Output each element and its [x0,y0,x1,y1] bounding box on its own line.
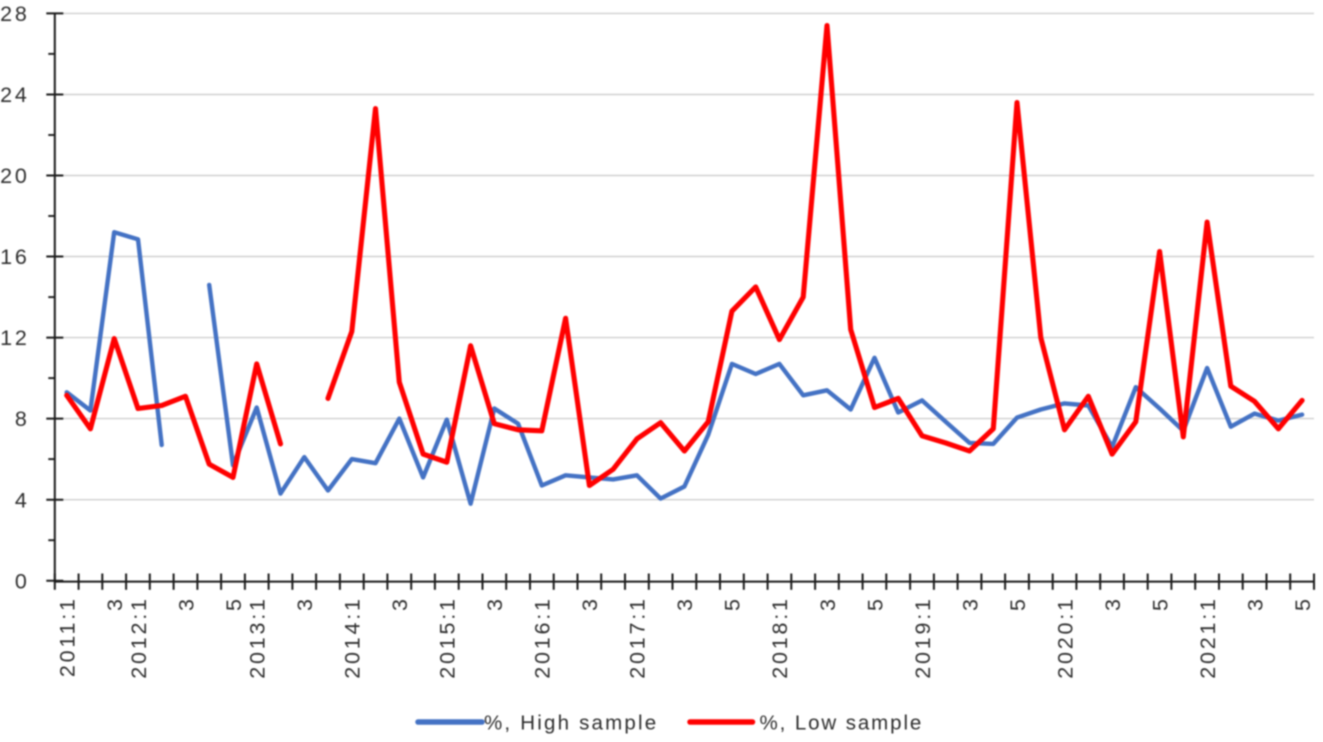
svg-text:2017:1: 2017:1 [626,596,650,679]
svg-text:3: 3 [103,596,127,611]
svg-text:2019:1: 2019:1 [911,596,935,679]
svg-text:24: 24 [0,83,30,107]
svg-text:4: 4 [15,488,30,512]
svg-text:3: 3 [1243,596,1267,611]
svg-text:%, High sample: %, High sample [484,711,658,734]
svg-text:3: 3 [578,596,602,611]
svg-text:20: 20 [0,164,30,188]
svg-text:3: 3 [816,596,840,611]
svg-text:3: 3 [1101,596,1125,611]
svg-text:2012:1: 2012:1 [127,596,151,679]
svg-text:2013:1: 2013:1 [246,596,270,679]
svg-text:16: 16 [0,245,30,269]
svg-text:3: 3 [673,596,697,611]
svg-text:2018:1: 2018:1 [768,596,792,679]
svg-text:12: 12 [0,326,30,350]
svg-text:3: 3 [293,596,317,611]
svg-text:2015:1: 2015:1 [436,596,460,679]
svg-text:3: 3 [388,596,412,611]
svg-text:2014:1: 2014:1 [341,596,365,679]
svg-text:2016:1: 2016:1 [531,596,555,679]
svg-text:0: 0 [15,569,30,593]
svg-text:3: 3 [174,596,198,611]
svg-text:2011:1: 2011:1 [56,596,80,677]
svg-text:2020:1: 2020:1 [1053,596,1077,679]
svg-text:8: 8 [15,407,30,431]
svg-text:3: 3 [958,596,982,611]
svg-text:2021:1: 2021:1 [1196,596,1220,679]
svg-text:5: 5 [1148,596,1172,611]
svg-text:5: 5 [721,596,745,611]
svg-text:%, Low sample: %, Low sample [760,711,924,734]
svg-text:3: 3 [483,596,507,611]
svg-text:5: 5 [1291,596,1315,611]
svg-text:5: 5 [863,596,887,611]
svg-text:5: 5 [222,596,246,611]
svg-text:5: 5 [1006,596,1030,611]
svg-text:28: 28 [0,2,30,26]
